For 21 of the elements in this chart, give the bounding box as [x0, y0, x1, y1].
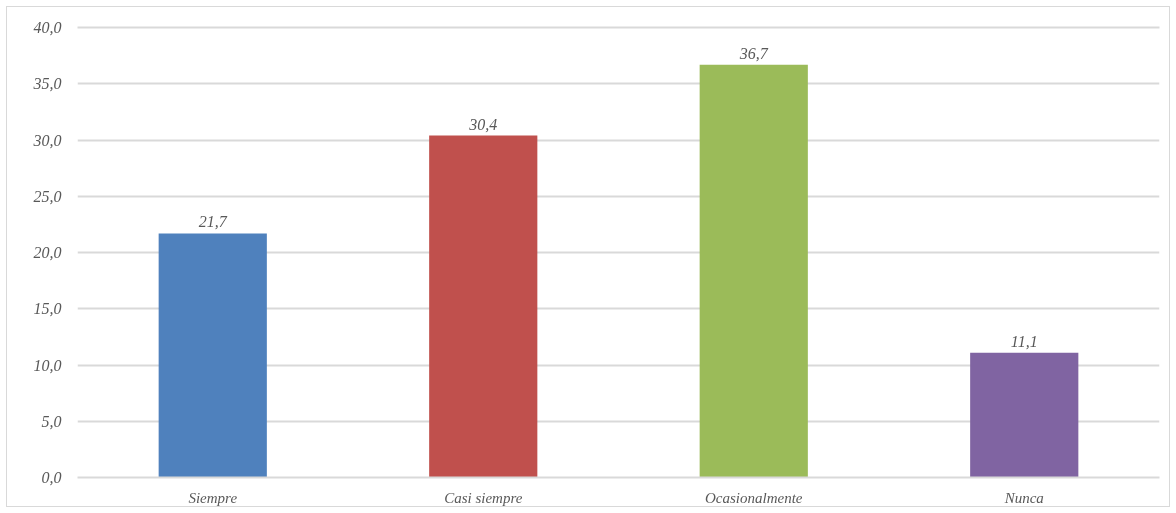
- y-tick-label: 25,0: [33, 187, 62, 205]
- y-tick-label: 0,0: [41, 469, 62, 486]
- y-tick-label: 40,0: [33, 19, 62, 36]
- x-tick-label: Nunca: [1003, 489, 1044, 506]
- data-label: 11,1: [1010, 332, 1038, 350]
- bar: [699, 64, 808, 478]
- y-tick-label: 5,0: [41, 412, 62, 430]
- y-tick-label: 15,0: [33, 300, 62, 318]
- y-tick-label: 30,0: [32, 131, 62, 149]
- data-label: 30,4: [468, 115, 498, 133]
- bar: [429, 135, 538, 478]
- bar: [970, 352, 1079, 478]
- x-tick-label: Casi siempre: [444, 489, 523, 506]
- y-tick-label: 10,0: [33, 356, 62, 374]
- y-tick-label: 35,0: [32, 75, 62, 93]
- data-label: 36,7: [738, 44, 769, 62]
- y-tick-label: 20,0: [33, 244, 62, 261]
- data-label: 21,7: [198, 213, 228, 231]
- bar: [158, 233, 267, 478]
- x-tick-label: Siempre: [188, 489, 238, 506]
- x-tick-label: Ocasionalmente: [705, 489, 803, 506]
